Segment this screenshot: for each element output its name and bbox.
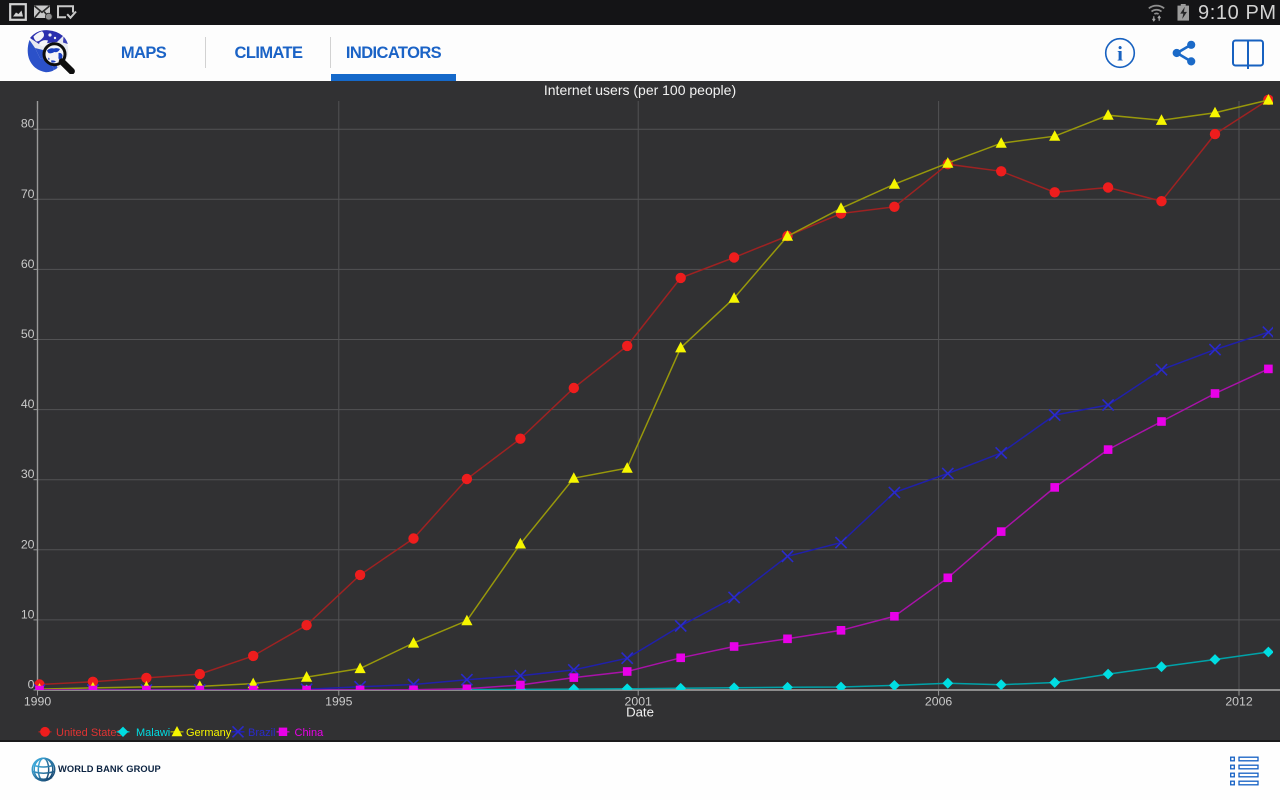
svg-text:20: 20 bbox=[21, 537, 35, 551]
svg-text:2006: 2006 bbox=[925, 695, 953, 709]
svg-text:80: 80 bbox=[21, 117, 35, 131]
svg-text:40: 40 bbox=[21, 397, 35, 411]
svg-text:i: i bbox=[1117, 42, 1123, 66]
svg-text:0: 0 bbox=[28, 678, 35, 692]
svg-text:70: 70 bbox=[21, 187, 35, 201]
svg-text:60: 60 bbox=[21, 257, 35, 271]
svg-text:Date: Date bbox=[626, 705, 654, 720]
svg-text:10: 10 bbox=[21, 607, 35, 621]
svg-text:1990: 1990 bbox=[24, 695, 52, 709]
svg-text:Internet users (per 100 people: Internet users (per 100 people) bbox=[544, 82, 736, 98]
svg-text:Germany: Germany bbox=[186, 727, 232, 739]
svg-text:30: 30 bbox=[21, 467, 35, 481]
svg-text:Brazil: Brazil bbox=[248, 727, 276, 739]
svg-text:2001: 2001 bbox=[625, 695, 653, 709]
svg-text:2012: 2012 bbox=[1225, 695, 1253, 709]
svg-text:Malawi: Malawi bbox=[136, 727, 170, 739]
svg-text:50: 50 bbox=[21, 327, 35, 341]
svg-text:China: China bbox=[295, 727, 325, 739]
svg-text:United States: United States bbox=[56, 727, 123, 739]
svg-text:1995: 1995 bbox=[325, 695, 353, 709]
